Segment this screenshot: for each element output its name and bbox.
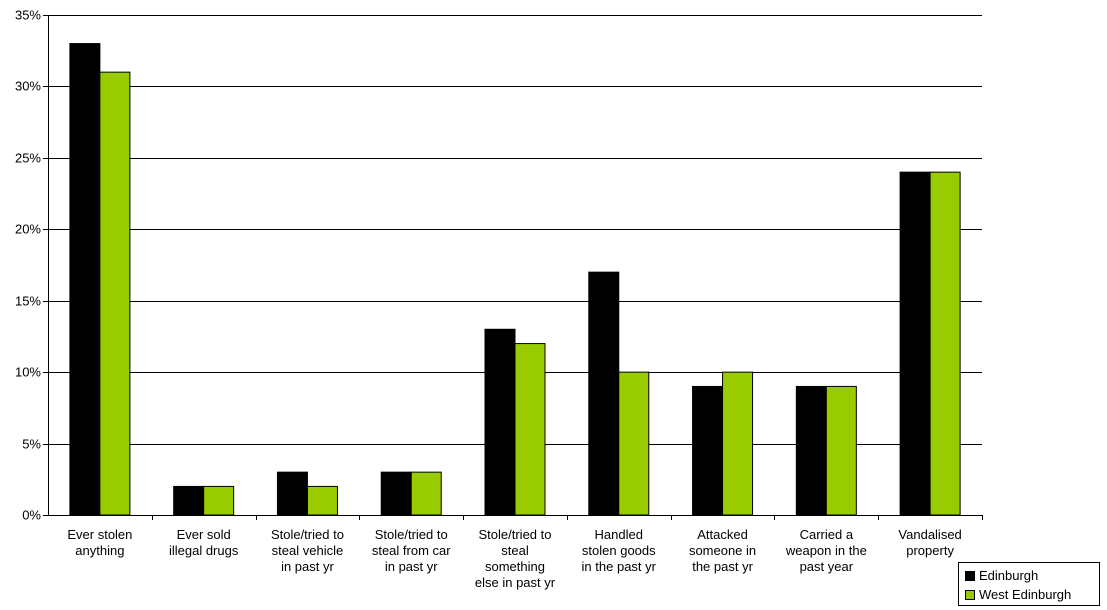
x-tick-label: Stole/tried to steal from car in past yr: [372, 527, 451, 574]
bar-west-edinburgh: [306, 485, 338, 516]
x-tick-label: Ever stolen anything: [67, 527, 132, 558]
y-tick-label: 35%: [15, 8, 41, 23]
y-tick-label: 15%: [15, 294, 41, 309]
bar-west-edinburgh: [825, 385, 857, 516]
bar-edinburgh: [692, 385, 724, 516]
y-tick-label: 25%: [15, 151, 41, 166]
bar-edinburgh: [484, 328, 516, 516]
legend-label-west-edinburgh: West Edinburgh: [979, 587, 1072, 602]
bar-west-edinburgh: [514, 343, 546, 516]
bar-west-edinburgh: [929, 171, 961, 516]
bar-west-edinburgh: [722, 371, 754, 516]
x-tick-label: Attacked someone in the past yr: [689, 527, 756, 574]
bar-edinburgh: [795, 385, 827, 516]
bar-edinburgh: [380, 471, 412, 516]
bar-edinburgh: [173, 485, 205, 516]
x-tick-label: Vandalised property: [898, 527, 961, 558]
x-tick-label: Handled stolen goods in the past yr: [582, 527, 657, 574]
bar-west-edinburgh: [410, 471, 442, 516]
legend: Edinburgh West Edinburgh: [958, 562, 1100, 606]
bar-edinburgh: [899, 171, 931, 516]
x-tick-label: Carried a weapon in the past year: [785, 527, 867, 574]
y-tick-label: 20%: [15, 222, 41, 237]
y-tick-label: 5%: [22, 437, 41, 452]
bar-edinburgh: [276, 471, 308, 516]
x-tick-label: Stole/tried to steal vehicle in past yr: [271, 527, 344, 574]
bar-edinburgh: [588, 271, 620, 516]
x-tick-label: Stole/tried to steal something else in past…: [475, 527, 556, 590]
y-tick-label: 30%: [15, 79, 41, 94]
bar-west-edinburgh: [99, 71, 131, 516]
legend-swatch-west-edinburgh: [965, 589, 975, 600]
bar-west-edinburgh: [203, 485, 235, 516]
legend-item-west-edinburgh: West Edinburgh: [965, 585, 1093, 604]
bar-west-edinburgh: [618, 371, 650, 516]
bar-edinburgh: [69, 43, 101, 516]
legend-label-edinburgh: Edinburgh: [979, 568, 1039, 583]
y-tick-label: 10%: [15, 365, 41, 380]
legend-item-edinburgh: Edinburgh: [965, 566, 1093, 585]
legend-swatch-edinburgh: [965, 570, 975, 581]
y-tick-label: 0%: [22, 508, 41, 523]
x-tick-label: Ever sold illegal drugs: [169, 527, 239, 558]
